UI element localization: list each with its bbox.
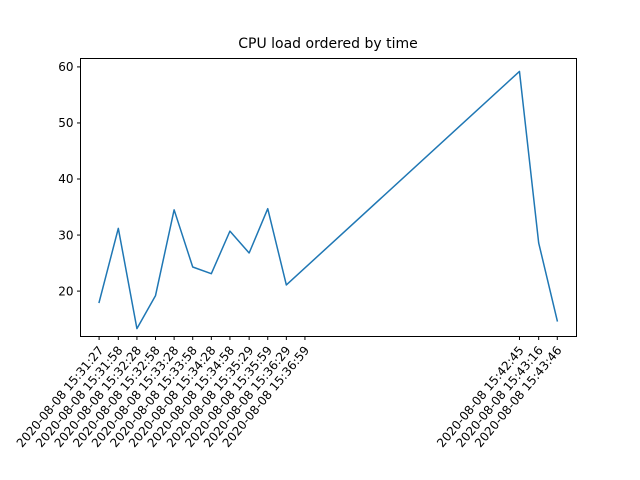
y-tick-label: 50 (58, 116, 73, 130)
x-tick-label: 2020-08-08 15:43:16 (453, 343, 546, 450)
y-tick-label: 20 (58, 284, 73, 298)
y-tick-label: 30 (58, 228, 73, 242)
series-line (98, 70, 559, 330)
y-tick-label: 40 (58, 172, 73, 186)
y-axis: 20 30 40 50 60 (58, 60, 81, 298)
chart-title: CPU load ordered by time (238, 36, 418, 52)
y-tick-label: 60 (58, 60, 73, 74)
series-group (98, 70, 559, 330)
plot-frame (80, 58, 577, 337)
